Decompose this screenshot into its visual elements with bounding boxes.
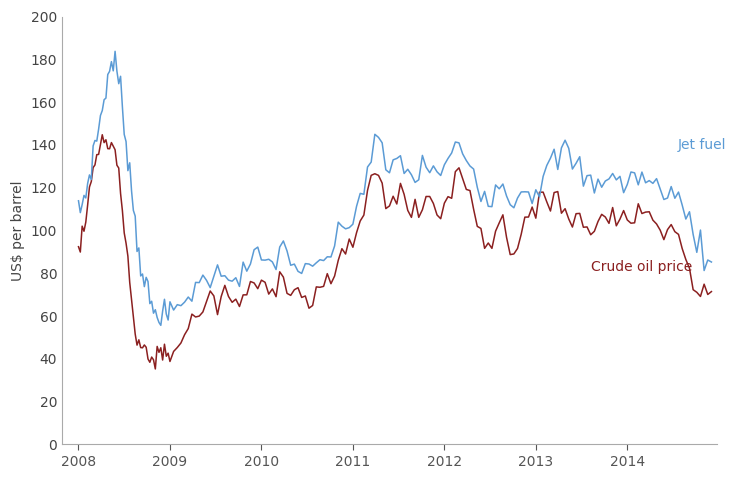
Y-axis label: US$ per barrel: US$ per barrel	[11, 180, 25, 281]
Text: Crude oil price: Crude oil price	[591, 260, 692, 274]
Text: Jet fuel: Jet fuel	[677, 138, 726, 152]
